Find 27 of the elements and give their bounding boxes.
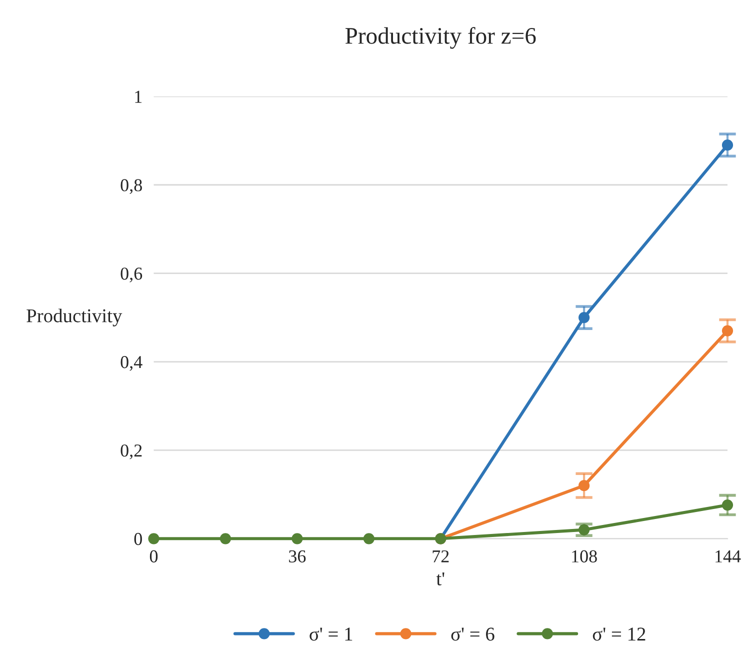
point xyxy=(722,325,734,336)
point xyxy=(722,499,734,511)
legend-label: σ' = 6 xyxy=(451,628,494,641)
point xyxy=(148,533,160,544)
chart-title: Productivity for z=6 xyxy=(345,27,536,49)
y-tick-label: 0,6 xyxy=(120,268,142,282)
point xyxy=(578,312,590,324)
y-tick-label: 1 xyxy=(135,90,142,103)
x-tick-label: 108 xyxy=(572,550,597,562)
y-tick-label: 0,2 xyxy=(120,444,142,460)
legend-label: σ' = 1 xyxy=(310,628,352,641)
x-tick-label: 0 xyxy=(150,550,158,562)
x-axis-title: t' xyxy=(436,572,444,586)
y-tick-label: 0,8 xyxy=(120,179,142,194)
y-tick-label: 0,4 xyxy=(120,356,142,371)
point xyxy=(292,533,303,544)
legend-label: σ' = 12 xyxy=(592,628,646,641)
x-tick-label: 144 xyxy=(716,550,741,562)
point xyxy=(220,533,232,544)
point xyxy=(363,533,374,544)
point xyxy=(578,524,590,536)
y-axis-title: Productivity xyxy=(26,308,122,326)
point xyxy=(722,140,734,151)
y-tick-label: 0 xyxy=(134,532,142,546)
x-tick-label: 36 xyxy=(289,550,306,562)
point xyxy=(578,480,590,492)
x-tick-label: 72 xyxy=(432,550,449,562)
